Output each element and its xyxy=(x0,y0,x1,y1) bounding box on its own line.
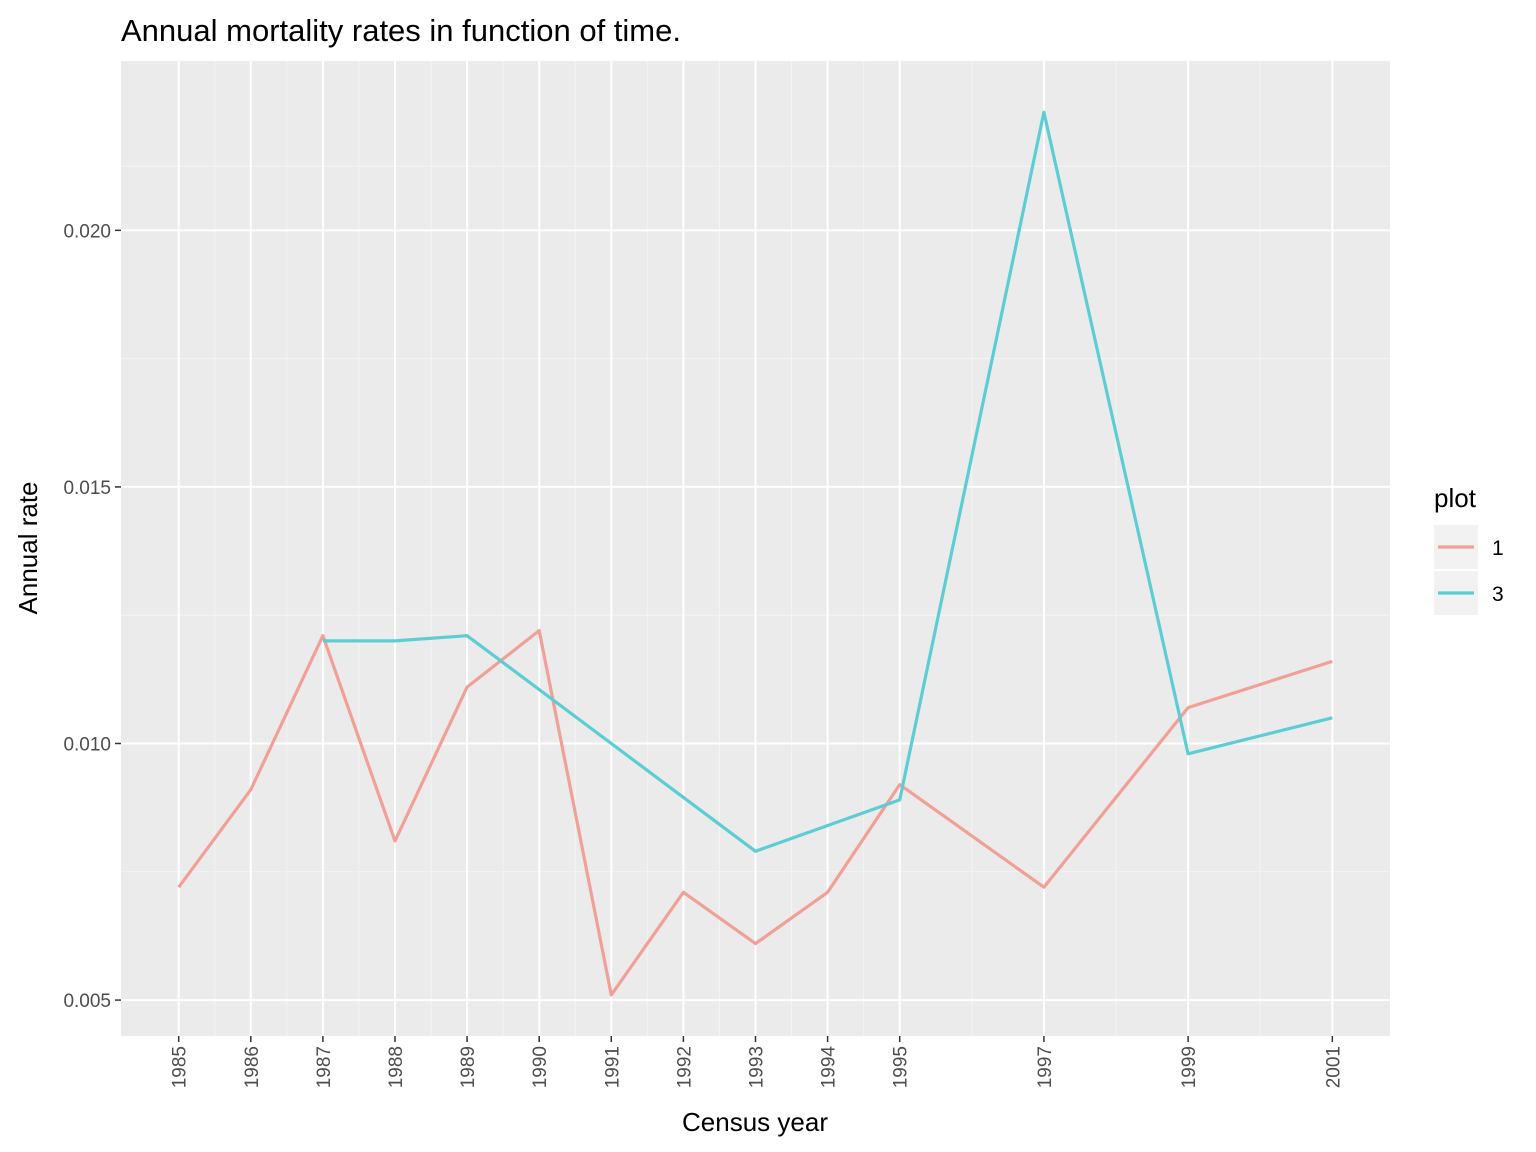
grid xyxy=(121,61,1390,1036)
y-tick-label: 0.010 xyxy=(63,735,111,756)
legend-label-1: 1 xyxy=(1492,537,1504,560)
legend-title: plot xyxy=(1434,483,1477,513)
x-tick-label: 1985 xyxy=(170,1046,191,1088)
y-axis-ticks: 0.005 0.010 0.015 0.020 xyxy=(63,221,121,1012)
x-tick-label: 1993 xyxy=(747,1046,768,1088)
series-lines xyxy=(177,110,1333,997)
legend-label-3: 3 xyxy=(1492,583,1504,606)
x-tick-label: 1990 xyxy=(530,1046,551,1088)
x-axis-ticks: 1985 1986 1987 1988 1989 1990 1991 1992 1993 1994… xyxy=(170,1036,1344,1089)
series-line-1 xyxy=(177,628,1333,997)
x-tick-label: 2001 xyxy=(1323,1046,1344,1088)
x-tick-label: 1997 xyxy=(1035,1046,1056,1088)
x-tick-label: 1986 xyxy=(242,1046,263,1088)
x-tick-label: 1989 xyxy=(458,1046,479,1088)
legend-items: 13 xyxy=(1434,525,1504,615)
x-tick-label: 1987 xyxy=(314,1046,335,1088)
chart-title: Annual mortality rates in function of ti… xyxy=(121,13,681,48)
y-axis-title: Annual rate xyxy=(13,482,43,615)
x-tick-label: 1994 xyxy=(819,1046,840,1089)
x-tick-label: 1988 xyxy=(386,1046,407,1088)
y-tick-label: 0.020 xyxy=(63,221,111,242)
x-axis-title: Census year xyxy=(682,1107,828,1137)
y-tick-label: 0.015 xyxy=(63,478,111,499)
x-tick-label: 1991 xyxy=(602,1046,623,1088)
x-tick-label: 1992 xyxy=(674,1046,695,1088)
x-tick-label: 1995 xyxy=(891,1046,912,1088)
y-tick-label: 0.005 xyxy=(63,991,111,1012)
legend: plot 13 xyxy=(1434,483,1504,615)
x-tick-label: 1999 xyxy=(1179,1046,1200,1088)
